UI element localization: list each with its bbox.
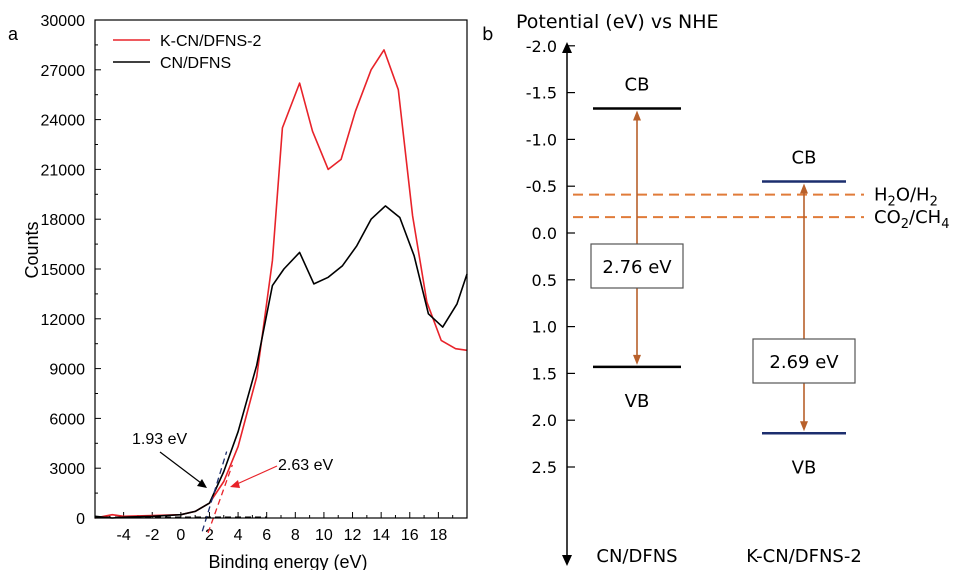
annotation-arrow bbox=[236, 465, 278, 485]
legend-label-cn-dfns: CN/DFNS bbox=[160, 55, 231, 72]
vb-label: VB bbox=[625, 391, 650, 412]
y-axis-title: Counts bbox=[22, 221, 42, 278]
potential-tick-label: 2.5 bbox=[532, 458, 557, 477]
legend: K-CN/DFNS-2 CN/DFNS bbox=[113, 33, 261, 72]
series-line-cn-dfns bbox=[94, 205, 468, 519]
annotation-label: 1.93 eV bbox=[132, 431, 187, 448]
x-tick-label: 14 bbox=[372, 527, 390, 544]
x-tick-label: 6 bbox=[262, 527, 271, 544]
material-label: K-CN/DFNS-2 bbox=[746, 546, 862, 567]
redox-text: H bbox=[874, 185, 888, 206]
x-axis-title: Binding energy (eV) bbox=[208, 552, 367, 570]
y-tick-label: 24000 bbox=[41, 113, 86, 130]
panel-a-line-chart: a Counts Binding energy (eV) 0 3000 6000 90… bbox=[8, 13, 468, 570]
redox-text: /CH bbox=[909, 207, 941, 228]
extrapolation-group bbox=[95, 451, 267, 534]
y-tick-label: 9000 bbox=[49, 362, 85, 379]
x-tick-label: 12 bbox=[344, 527, 362, 544]
redox-text: CO bbox=[874, 207, 901, 228]
panel-b-band-diagram: b Potential (eV) vs NHE -2.0 -1.5 -1.0 -0.5… bbox=[482, 11, 949, 567]
y-tick-label: 21000 bbox=[41, 162, 86, 179]
cb-label: CB bbox=[792, 148, 817, 169]
x-tick-label: 8 bbox=[291, 527, 300, 544]
band-gap-label: 2.76 eV bbox=[602, 257, 672, 278]
arrowhead bbox=[230, 480, 240, 488]
vb-label: VB bbox=[792, 457, 817, 478]
arrowhead-down bbox=[633, 354, 641, 365]
legend-label-k-cn-dfns-2: K-CN/DFNS-2 bbox=[160, 33, 261, 50]
annotation-1-93-ev: 1.93 eV bbox=[132, 431, 207, 488]
panel-b-label: b bbox=[482, 24, 493, 45]
y-tick-label: 3000 bbox=[49, 461, 85, 478]
potential-tick-label: 1.0 bbox=[532, 318, 557, 337]
annotation-arrow bbox=[159, 451, 202, 484]
y-tick-label: 0 bbox=[76, 511, 85, 528]
redox-text: O/H bbox=[896, 185, 930, 206]
axis-arrowhead-top bbox=[562, 42, 572, 53]
redox-label-co2-ch4: CO2/CH4 bbox=[874, 207, 949, 232]
redox-subscript: 2 bbox=[888, 195, 896, 210]
redox-subscript: 4 bbox=[941, 217, 949, 232]
annotation-label: 2.63 eV bbox=[278, 457, 333, 474]
band-group: CB VB 2.76 eV CN/DFNS CB VB 2.69 eV K-CN/DFNS-2 bbox=[590, 75, 862, 567]
axis-arrowhead-bottom bbox=[562, 555, 572, 566]
potential-tick-label: 0.5 bbox=[532, 271, 557, 290]
redox-label-h2o-h2: H2O/H2 bbox=[874, 185, 938, 210]
annotation-2-63-ev: 2.63 eV bbox=[230, 457, 333, 488]
arrowhead-up bbox=[800, 183, 808, 194]
x-tick-label: 4 bbox=[234, 527, 243, 544]
y-tick-label: 15000 bbox=[41, 262, 86, 279]
band-structure-cn-dfns: CB VB 2.76 eV CN/DFNS bbox=[590, 75, 684, 567]
y-tick-label: 30000 bbox=[41, 13, 86, 30]
x-tick-label: 0 bbox=[176, 527, 185, 544]
potential-tick-label: -1.0 bbox=[526, 130, 557, 149]
potential-tick-label: -2.0 bbox=[526, 37, 557, 56]
y-tick-label: 6000 bbox=[49, 411, 85, 428]
redox-subscript: 2 bbox=[901, 217, 909, 232]
plot-frame bbox=[94, 19, 468, 519]
potential-tick-label: 0.0 bbox=[532, 224, 557, 243]
arrowhead bbox=[197, 479, 207, 488]
y-tick-label: 27000 bbox=[41, 63, 86, 80]
panel-a-label: a bbox=[8, 24, 19, 44]
potential-tick-label: 1.5 bbox=[532, 364, 557, 383]
x-tick-label: 16 bbox=[401, 527, 419, 544]
x-tick-label: -2 bbox=[145, 527, 159, 544]
band-gap-box bbox=[752, 338, 856, 384]
tangent-line-k-cn-dfns-2 bbox=[207, 464, 233, 534]
y-tick-label: 18000 bbox=[41, 212, 86, 229]
potential-tick-group: -2.0 -1.5 -1.0 -0.5 0.0 0.5 1.0 1.5 2.0 2.5 bbox=[526, 37, 575, 477]
material-label: CN/DFNS bbox=[596, 546, 677, 567]
x-tick-label: -4 bbox=[116, 527, 130, 544]
series-group bbox=[94, 49, 468, 519]
band-gap-label: 2.69 eV bbox=[769, 352, 839, 373]
y-tick-label: 12000 bbox=[41, 312, 86, 329]
y-tick-group: 0 3000 6000 9000 12000 15000 18000 21000 24000 27… bbox=[41, 13, 101, 528]
arrowhead-up bbox=[633, 110, 641, 121]
band-gap-box bbox=[590, 243, 684, 289]
x-tick-label: 2 bbox=[205, 527, 214, 544]
x-tick-label: 10 bbox=[315, 527, 333, 544]
cb-label: CB bbox=[625, 75, 650, 96]
axis-title: Potential (eV) vs NHE bbox=[516, 11, 719, 33]
arrowhead-down bbox=[800, 421, 808, 432]
potential-tick-label: -0.5 bbox=[526, 177, 557, 196]
potential-tick-label: 2.0 bbox=[532, 411, 557, 430]
x-tick-label: 18 bbox=[429, 527, 447, 544]
x-tick-group: -4 -2 0 2 4 6 8 10 12 14 16 18 bbox=[108, 512, 454, 544]
potential-tick-label: -1.5 bbox=[526, 84, 557, 103]
redox-subscript: 2 bbox=[930, 195, 938, 210]
band-structure-k-cn-dfns-2: CB VB 2.69 eV K-CN/DFNS-2 bbox=[746, 148, 862, 567]
